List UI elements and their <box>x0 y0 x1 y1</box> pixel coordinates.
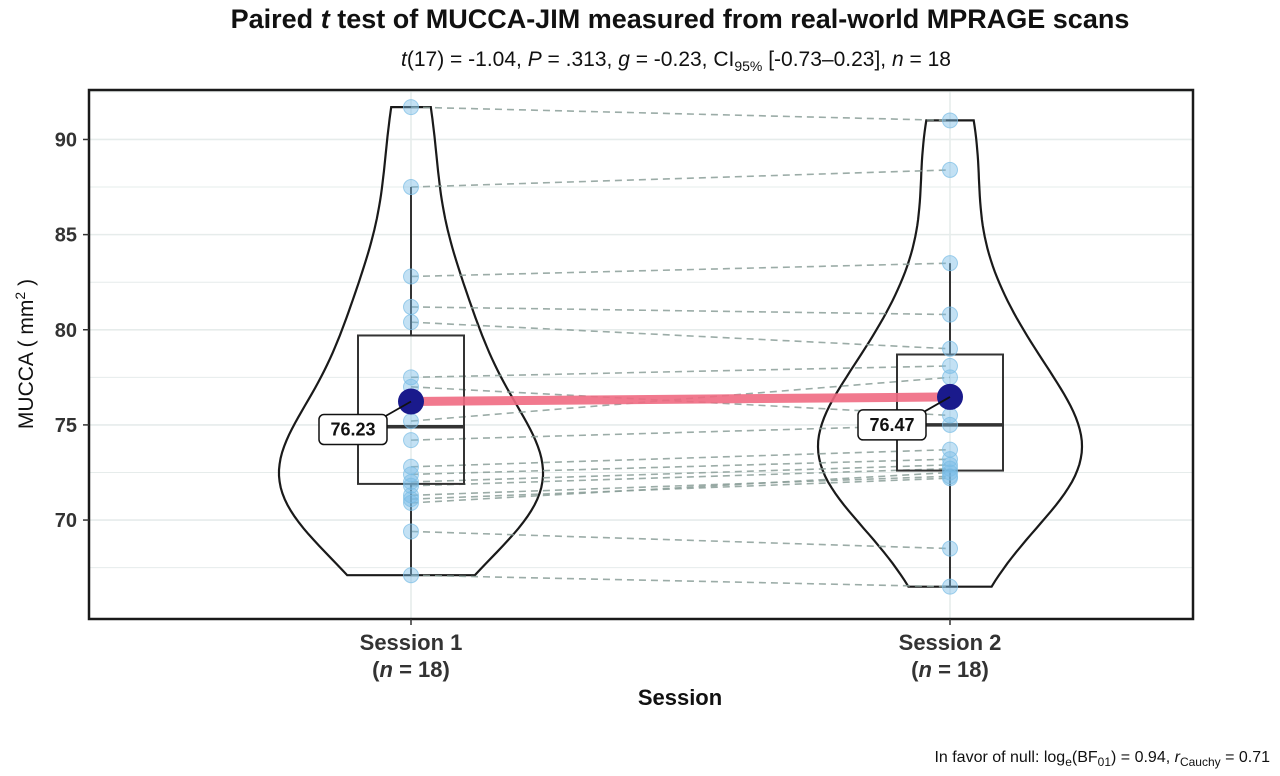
data-point <box>942 112 958 129</box>
data-point <box>942 451 958 468</box>
paired-line <box>410 477 951 500</box>
paired-line <box>410 365 951 379</box>
mean-label-leader <box>382 400 412 419</box>
mean-label-box <box>318 413 388 446</box>
paired-line <box>410 574 951 588</box>
violins <box>277 106 1084 588</box>
data-point <box>403 432 419 449</box>
plot-panel: 76.23 76.47 <box>87 88 1195 621</box>
y-tick-label: 85 <box>55 225 77 247</box>
mean-label-box <box>857 409 927 441</box>
paired-lines <box>410 106 951 588</box>
paired-line <box>410 458 951 476</box>
boxplots <box>357 187 1004 587</box>
data-point <box>403 567 419 584</box>
paired-line <box>410 169 951 188</box>
data-point <box>942 161 958 178</box>
paired-line <box>410 530 951 550</box>
y-axis-label: MUCCA ( mm2 ) <box>12 279 38 429</box>
paired-line <box>410 106 951 122</box>
data-point <box>942 369 958 386</box>
x-axis-ticks: Session 1(n = 18)Session 2(n = 18) <box>360 619 1002 682</box>
paired-line <box>410 321 951 350</box>
violin-1 <box>277 106 545 577</box>
data-point <box>403 268 419 285</box>
data-point <box>942 306 958 323</box>
data-point <box>403 413 419 430</box>
x-tick-label: Session 2 <box>899 630 1002 655</box>
data-point <box>403 298 419 315</box>
data-point <box>403 477 419 494</box>
means: 76.23 76.47 <box>318 383 963 446</box>
data-point <box>403 494 419 511</box>
paired-line <box>410 467 951 487</box>
data-point <box>403 473 419 490</box>
data-point <box>403 491 419 508</box>
paired-line <box>410 464 951 483</box>
data-point <box>403 523 419 540</box>
paired-line <box>410 306 951 316</box>
data-point <box>942 578 958 595</box>
mean-label-leader <box>921 396 951 414</box>
data-point <box>942 416 958 433</box>
data-point <box>942 255 958 272</box>
data-point <box>942 540 958 557</box>
paired-line <box>410 448 951 468</box>
data-point <box>942 340 958 357</box>
bayes-caption: In favor of null: loge(BF01) = 0.94, rCa… <box>934 749 1270 769</box>
plot-border <box>87 88 1195 621</box>
data-points <box>403 99 958 595</box>
y-tick-label: 70 <box>55 510 77 532</box>
data-point <box>942 407 958 424</box>
violin-2 <box>816 119 1084 588</box>
x-tick-n-label: (n = 18) <box>911 657 989 682</box>
paired-line <box>410 262 951 278</box>
data-point <box>403 99 419 116</box>
paired-line <box>410 475 951 497</box>
x-tick-label: Session 1 <box>360 630 463 655</box>
data-point <box>942 470 958 487</box>
mean-label: 76.23 <box>330 420 375 440</box>
x-tick-n-label: (n = 18) <box>372 657 450 682</box>
data-point <box>403 179 419 196</box>
data-point <box>403 314 419 331</box>
mean-connector <box>410 392 951 407</box>
x-axis-label: Session <box>638 685 722 710</box>
y-tick-label: 75 <box>55 415 77 437</box>
box-iqr <box>357 334 465 485</box>
data-point <box>403 369 419 386</box>
mean-label: 76.47 <box>869 415 914 435</box>
data-point <box>942 357 958 374</box>
data-point <box>942 464 958 481</box>
chart-subtitle: t(17) = -1.04, P = .313, g = -0.23, CI95… <box>401 48 951 74</box>
y-tick-label: 90 <box>55 129 77 151</box>
chart-title: Paired t test of MUCCA-JIM measured from… <box>231 4 1130 34</box>
paired-line <box>410 471 951 504</box>
y-tick-label: 80 <box>55 320 77 342</box>
y-axis-ticks: 70 75 80 85 90 <box>55 129 89 532</box>
